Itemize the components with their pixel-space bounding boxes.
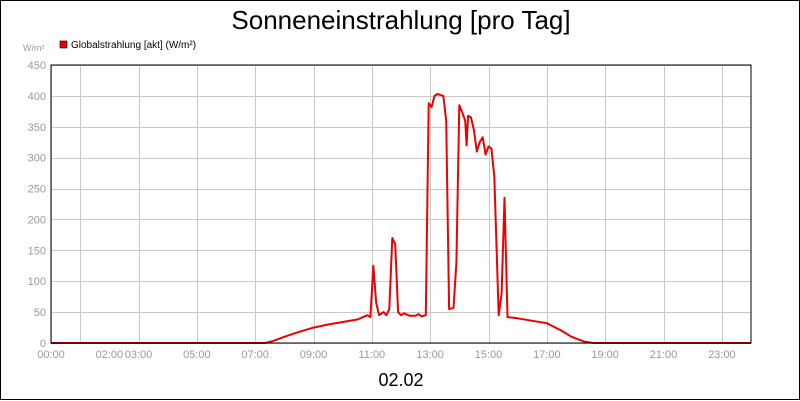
series-layer <box>51 93 751 344</box>
y-tick-label: 200 <box>28 214 46 226</box>
x-tick-label: 11:00 <box>358 349 385 361</box>
x-tick-label: 09:00 <box>300 349 328 361</box>
x-tick-label: 19:00 <box>591 349 619 361</box>
x-axis-date-label: 02.02 <box>378 370 423 390</box>
x-tick-label: 23:00 <box>708 349 736 361</box>
y-tick-label: 400 <box>28 91 46 103</box>
chart-title: Sonneneinstrahlung [pro Tag] <box>231 5 570 35</box>
y-axis-ticks: 0 50 100 150 200 250 300 350 400 450 <box>28 60 46 350</box>
grid <box>51 65 751 344</box>
x-tick-label: 15:00 <box>475 349 503 361</box>
y-tick-label: 300 <box>28 153 46 165</box>
x-tick-label: 05:00 <box>183 349 211 361</box>
y-tick-label: 0 <box>40 338 46 350</box>
legend-label: Globalstrahlung [akt] (W/m²) <box>71 40 196 51</box>
x-axis-ticks: 00:00 02:00 03:00 05:00 07:00 09:00 11:00 13:00… <box>37 349 735 361</box>
y-tick-label: 350 <box>28 122 46 134</box>
legend-swatch <box>59 40 68 49</box>
x-tick-label: 07:00 <box>241 349 269 361</box>
y-tick-label: 450 <box>28 60 46 72</box>
x-tick-label: 21:00 <box>650 349 678 361</box>
y-tick-label: 50 <box>34 307 46 319</box>
y-tick-label: 150 <box>28 245 46 257</box>
x-tick-label: 13:00 <box>416 349 444 361</box>
y-tick-label: 250 <box>28 184 46 196</box>
y-axis-unit: W/m² <box>23 43 45 53</box>
legend: Globalstrahlung [akt] (W/m²) <box>59 40 196 51</box>
x-tick-label: 17:00 <box>533 349 561 361</box>
y-tick-label: 100 <box>28 276 46 288</box>
plot-border <box>50 64 752 344</box>
x-tick-label: 02:00 <box>96 349 124 361</box>
x-tick-label: 03:00 <box>125 349 153 361</box>
series-line-globalstrahlung <box>51 93 751 344</box>
plot-area <box>51 65 751 343</box>
x-tick-label: 00:00 <box>37 349 65 361</box>
